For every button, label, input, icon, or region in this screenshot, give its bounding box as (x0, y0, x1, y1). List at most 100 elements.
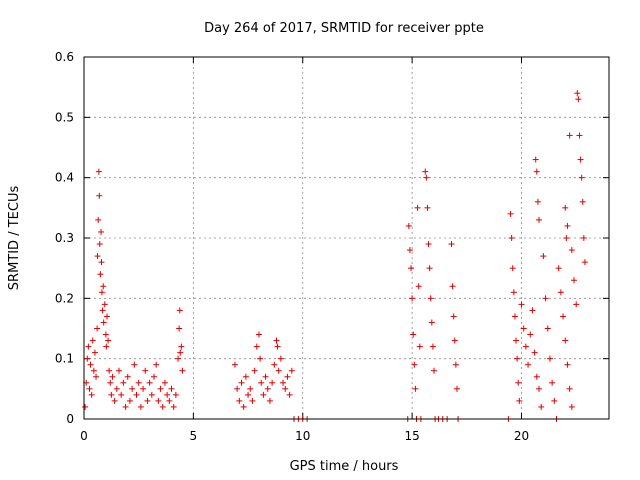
data-point (271, 361, 278, 368)
data-point (90, 367, 97, 374)
data-point (522, 343, 529, 350)
data-point (253, 343, 260, 350)
data-point (91, 349, 98, 356)
data-point (514, 355, 521, 362)
data-point (423, 174, 430, 181)
data-point (538, 403, 545, 410)
data-point (155, 397, 162, 404)
data-point (536, 385, 542, 392)
data-point (410, 331, 417, 338)
data-point (135, 379, 142, 386)
data-point (560, 313, 567, 320)
data-point (172, 391, 179, 398)
data-point (414, 204, 421, 211)
data-point (168, 385, 175, 392)
data-point (95, 216, 102, 223)
data-point (540, 253, 547, 260)
tick-labels: 0 0.1 0.2 0.3 0.4 0.5 0.6 0 5 10 15 20 (55, 50, 529, 443)
data-point (525, 361, 532, 368)
data-point (108, 391, 115, 398)
data-point (431, 367, 437, 374)
data-point (258, 379, 265, 386)
data-point (82, 403, 89, 410)
data-point (282, 385, 289, 392)
data-point (234, 385, 241, 392)
data-point (568, 403, 575, 410)
data-point (103, 343, 110, 350)
data-point (415, 283, 422, 290)
data-point (262, 373, 269, 380)
data-point (277, 355, 284, 362)
data-point (424, 204, 431, 211)
data-point (549, 379, 556, 386)
data-point (542, 295, 549, 302)
data-point (288, 367, 295, 374)
grid-lines (84, 57, 609, 419)
data-point (557, 289, 564, 296)
data-point (85, 343, 92, 350)
data-point (562, 337, 569, 344)
data-point (100, 283, 107, 290)
data-point (131, 361, 138, 368)
data-point (146, 379, 153, 386)
data-point (113, 385, 120, 392)
data-point (177, 349, 184, 356)
data-point (412, 385, 419, 392)
data-point (175, 355, 182, 362)
data-point (562, 204, 569, 211)
data-point (137, 403, 144, 410)
data-point (251, 367, 258, 374)
y-tick-label: 0.2 (55, 291, 74, 305)
data-point (264, 385, 271, 392)
data-point (416, 343, 423, 350)
data-point (425, 241, 432, 248)
data-point (96, 241, 103, 248)
data-point (249, 397, 256, 404)
data-point (242, 373, 249, 380)
data-point (566, 132, 573, 139)
data-point (513, 337, 520, 344)
data-point (449, 283, 456, 290)
data-point (426, 265, 433, 272)
y-tick-label: 0.1 (55, 352, 74, 366)
data-point (129, 385, 136, 392)
x-tick-label: 10 (295, 429, 310, 443)
data-point (176, 325, 183, 332)
data-point (97, 271, 104, 278)
data-point (516, 397, 523, 404)
data-point (536, 216, 542, 223)
data-point (96, 192, 103, 199)
data-point (94, 253, 101, 260)
data-point (164, 391, 171, 398)
data-point (578, 174, 585, 181)
data-point (509, 265, 516, 272)
data-point (159, 403, 166, 410)
data-point (98, 259, 105, 266)
data-point (411, 361, 418, 368)
data-point (133, 391, 140, 398)
data-point (580, 235, 587, 241)
data-point (161, 379, 168, 386)
data-point (422, 168, 429, 175)
data-point (564, 361, 571, 368)
data-point (89, 337, 96, 344)
data-point (84, 355, 91, 362)
data-point (122, 403, 129, 410)
data-point (568, 247, 575, 254)
data-point (527, 331, 534, 338)
data-point (531, 349, 538, 356)
data-point (166, 397, 173, 404)
y-tick-label: 0.5 (55, 110, 74, 124)
data-point (450, 313, 457, 320)
data-point (408, 265, 415, 272)
data-point (555, 265, 562, 272)
data-point (275, 367, 282, 374)
x-tick-label: 5 (190, 429, 198, 443)
data-point (510, 289, 517, 296)
x-tick-label: 20 (514, 429, 529, 443)
data-point (533, 373, 540, 380)
data-point (107, 379, 114, 386)
data-point (532, 156, 539, 163)
plot-frame (83, 56, 610, 420)
